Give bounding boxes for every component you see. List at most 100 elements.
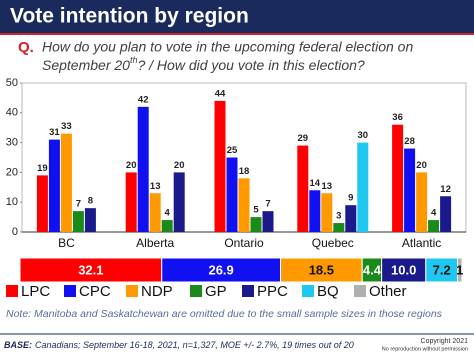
data-label: 28 [404, 136, 415, 147]
stacked-segment [457, 257, 463, 283]
data-label: 13 [150, 181, 161, 192]
data-label: 4 [165, 208, 171, 219]
bar [60, 133, 72, 232]
legend-label: BQ [317, 283, 339, 300]
question-part: September 20 [42, 57, 130, 73]
legend-swatch [354, 285, 366, 297]
bar [48, 139, 60, 232]
segment-label: 18.5 [309, 262, 334, 277]
copyright: Copyright 2021 [421, 338, 469, 345]
bar [404, 148, 416, 232]
y-tick-label: 40 [6, 107, 18, 119]
y-tick-label: 20 [6, 166, 18, 178]
bar [72, 211, 84, 232]
question: September 20th? / How did you vote in th… [42, 55, 365, 72]
base: BASE: Canadians; September 16-18, 2021, n… [4, 340, 354, 350]
data-label: 7 [265, 199, 270, 210]
base-label: BASE: [4, 340, 32, 350]
bar [321, 193, 333, 232]
data-label: 33 [61, 121, 72, 132]
bar [357, 142, 369, 232]
bar [214, 100, 226, 232]
x-tick-label: Alberta [136, 236, 174, 250]
data-label: 18 [239, 166, 250, 177]
title-rule [0, 33, 474, 35]
segment-label: 7.2 [433, 262, 451, 277]
y-tick-label: 50 [6, 77, 18, 89]
legend-label: GP [205, 283, 227, 300]
segment-label: 26.9 [208, 262, 233, 277]
bar [428, 220, 440, 232]
bar [137, 106, 149, 232]
data-label: 25 [227, 145, 238, 156]
bar [238, 178, 250, 232]
question-marker: Q. [18, 39, 34, 56]
segment-label: 1 [456, 262, 463, 277]
data-label: 8 [88, 196, 93, 207]
bar [297, 145, 309, 232]
segment-label: 32.1 [78, 262, 103, 277]
data-label: 19 [37, 163, 48, 174]
legend-label: Other [369, 283, 407, 300]
legend-swatch [242, 285, 254, 297]
copyright-note: No reproduction without permission [382, 346, 468, 352]
title: Vote intention by region [10, 5, 249, 28]
stacked-segment [19, 257, 163, 283]
bar [84, 208, 96, 232]
legend-label: NDP [141, 283, 173, 300]
segment-label: 4.4 [363, 262, 382, 277]
data-label: 4 [431, 208, 437, 219]
data-label: 14 [310, 178, 321, 189]
bar [345, 205, 357, 232]
y-tick-label: 0 [12, 226, 18, 238]
legend-swatch [126, 285, 138, 297]
x-tick-label: BC [58, 236, 75, 250]
question-part: ? / How did you vote in this election? [137, 57, 364, 73]
x-tick-label: Atlantic [402, 236, 441, 250]
data-label: 30 [358, 130, 369, 141]
bar [36, 175, 48, 232]
data-label: 20 [126, 160, 137, 171]
bar [173, 172, 185, 232]
legend-label: CPC [79, 283, 111, 300]
legend-label: LPC [21, 283, 50, 300]
data-label: 3 [336, 211, 341, 222]
bar [250, 217, 262, 232]
stacked-segment [425, 257, 459, 283]
legend-swatch [302, 285, 314, 297]
bar [226, 157, 238, 232]
data-label: 7 [76, 199, 81, 210]
data-label: 9 [348, 193, 353, 204]
stacked-segment [381, 257, 427, 283]
data-label: 5 [253, 205, 259, 216]
legend-label: PPC [257, 283, 288, 300]
title-bar [0, 0, 474, 33]
data-label: 13 [322, 181, 333, 192]
bar [149, 193, 161, 232]
data-label: 20 [416, 160, 427, 171]
bar [333, 223, 345, 232]
question: How do you plan to vote in the upcoming … [42, 39, 413, 55]
data-label: 44 [215, 88, 226, 99]
y-tick-label: 10 [6, 196, 18, 208]
base-text: Canadians; September 16-18, 2021, n=1,32… [35, 340, 354, 350]
question-superscript: th [130, 55, 138, 65]
legend-swatch [190, 285, 202, 297]
legend-swatch [64, 285, 76, 297]
data-label: 29 [298, 133, 309, 144]
x-tick-label: Ontario [224, 236, 264, 250]
bar [161, 220, 173, 232]
bar [416, 172, 428, 232]
data-label: 12 [440, 184, 451, 195]
bar [309, 190, 321, 232]
note: Note: Manitoba and Saskatchewan are omit… [6, 308, 443, 320]
data-label: 31 [49, 127, 60, 138]
bar [392, 124, 404, 232]
data-label: 36 [392, 112, 403, 123]
legend-swatch [6, 285, 18, 297]
x-tick-label: Quebec [312, 236, 354, 250]
y-tick-label: 30 [6, 137, 18, 149]
data-label: 20 [174, 160, 185, 171]
bar [125, 172, 137, 232]
